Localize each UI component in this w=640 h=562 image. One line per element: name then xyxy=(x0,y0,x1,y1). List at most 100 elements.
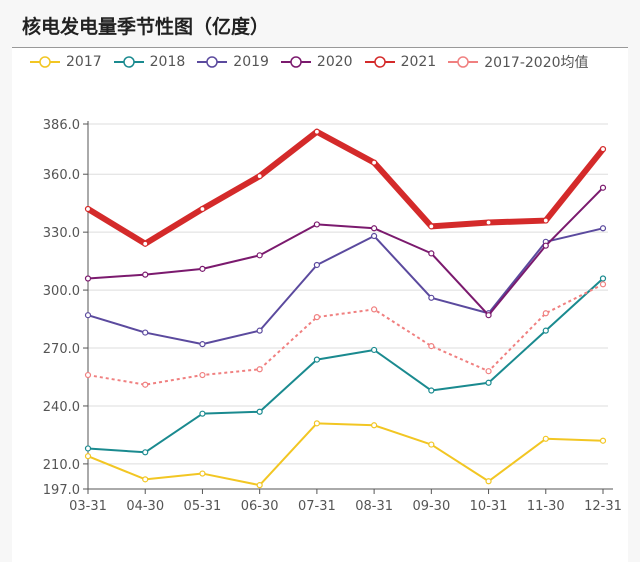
data-point xyxy=(256,366,263,373)
data-point xyxy=(485,368,492,375)
data-point xyxy=(428,387,435,394)
data-point xyxy=(542,310,549,317)
legend-label: 2017 xyxy=(66,54,102,70)
legend-item[interactable]: 2021 xyxy=(364,52,437,72)
data-point xyxy=(142,449,149,456)
legend-marker-icon xyxy=(113,56,144,68)
data-point xyxy=(199,470,206,477)
data-point xyxy=(84,312,92,319)
data-point xyxy=(371,159,378,166)
y-tick-label: 386.0 xyxy=(43,118,80,133)
x-tick-label: 08-31 xyxy=(355,499,393,514)
y-tick-label: 240.0 xyxy=(43,400,80,415)
data-point xyxy=(371,225,378,232)
x-tick-label: 06-30 xyxy=(241,499,279,514)
data-point xyxy=(142,476,149,483)
series-line-2020 xyxy=(87,187,604,317)
data-point xyxy=(199,371,206,379)
data-point xyxy=(428,342,435,350)
data-point xyxy=(428,250,435,257)
x-tick-label: 09-30 xyxy=(412,499,450,514)
chart-title: 核电发电量季节性图（亿度） xyxy=(22,16,270,38)
y-tick-label: 300.0 xyxy=(43,284,80,299)
y-tick-label: 270.0 xyxy=(43,342,80,357)
data-point xyxy=(84,275,92,282)
y-tick-label: 360.0 xyxy=(43,168,80,183)
data-point xyxy=(599,225,607,232)
data-point xyxy=(313,221,320,228)
x-tick-label: 07-31 xyxy=(298,499,336,514)
data-point xyxy=(142,271,149,278)
data-point xyxy=(313,314,320,321)
data-point xyxy=(599,275,607,282)
data-point xyxy=(256,327,263,334)
data-point xyxy=(371,422,378,429)
series-line-2017 xyxy=(87,422,604,487)
data-point xyxy=(199,410,206,417)
data-point xyxy=(256,482,263,489)
data-point xyxy=(199,205,206,213)
data-point xyxy=(542,242,549,249)
series-line-2021 xyxy=(86,128,606,247)
x-tick-label: 04-30 xyxy=(126,499,164,514)
data-point xyxy=(84,453,92,460)
legend-marker-icon xyxy=(448,56,479,68)
y-tick-label: 197.0 xyxy=(43,483,80,498)
x-tick-label: 10-31 xyxy=(470,499,508,514)
legend-marker-icon xyxy=(197,56,228,68)
data-point xyxy=(599,281,607,288)
data-point xyxy=(84,205,92,213)
data-point xyxy=(142,240,149,247)
legend-label: 2017-2020均值 xyxy=(484,55,589,71)
data-point xyxy=(313,261,320,269)
data-point xyxy=(428,441,435,448)
data-point xyxy=(313,356,320,363)
data-point xyxy=(371,232,378,240)
legend-label: 2019 xyxy=(233,54,269,70)
data-point xyxy=(142,381,149,388)
legend-marker-icon xyxy=(280,56,311,68)
data-point xyxy=(84,371,92,379)
data-point xyxy=(256,408,263,415)
x-tick-label: 05-31 xyxy=(184,499,222,514)
y-tick-label: 330.0 xyxy=(43,226,80,241)
data-point xyxy=(485,379,492,386)
data-point xyxy=(371,346,378,354)
x-tick-label: 11-30 xyxy=(527,499,565,514)
data-point xyxy=(256,173,263,180)
series-line-2019 xyxy=(87,227,604,346)
data-point xyxy=(599,437,607,444)
x-tick-label: 03-31 xyxy=(69,499,107,514)
legend-marker-icon xyxy=(364,56,395,68)
data-point xyxy=(199,341,206,348)
y-tick-label: 210.0 xyxy=(43,458,80,473)
data-point xyxy=(599,146,607,153)
legend-item[interactable]: 2020 xyxy=(280,52,353,72)
data-point xyxy=(485,219,492,226)
data-point xyxy=(428,294,435,301)
legend-item[interactable]: 2019 xyxy=(197,52,269,72)
title-divider xyxy=(12,47,628,48)
data-point xyxy=(485,478,492,485)
series-line-2018 xyxy=(87,277,604,454)
data-point xyxy=(84,445,92,452)
data-point xyxy=(313,420,320,427)
data-point xyxy=(199,265,206,272)
legend-label: 2021 xyxy=(400,54,437,70)
data-point xyxy=(542,327,549,334)
legend-item[interactable]: 2017-2020均值 xyxy=(448,52,589,72)
legend-label: 2020 xyxy=(316,54,353,70)
legend-item[interactable]: 2017 xyxy=(30,52,102,72)
data-point xyxy=(485,312,492,319)
legend-item[interactable]: 2018 xyxy=(113,52,186,72)
data-point xyxy=(313,128,320,135)
data-point xyxy=(428,223,435,230)
series-line-2017-2020均值 xyxy=(87,283,604,386)
legend-label: 2018 xyxy=(149,54,186,70)
data-point xyxy=(542,435,549,442)
legend-marker-icon xyxy=(30,56,60,68)
legend: 2017 2018 2019 2020 2021 2017-2020均值 xyxy=(30,52,589,72)
data-point xyxy=(542,217,549,224)
data-point xyxy=(371,306,378,313)
